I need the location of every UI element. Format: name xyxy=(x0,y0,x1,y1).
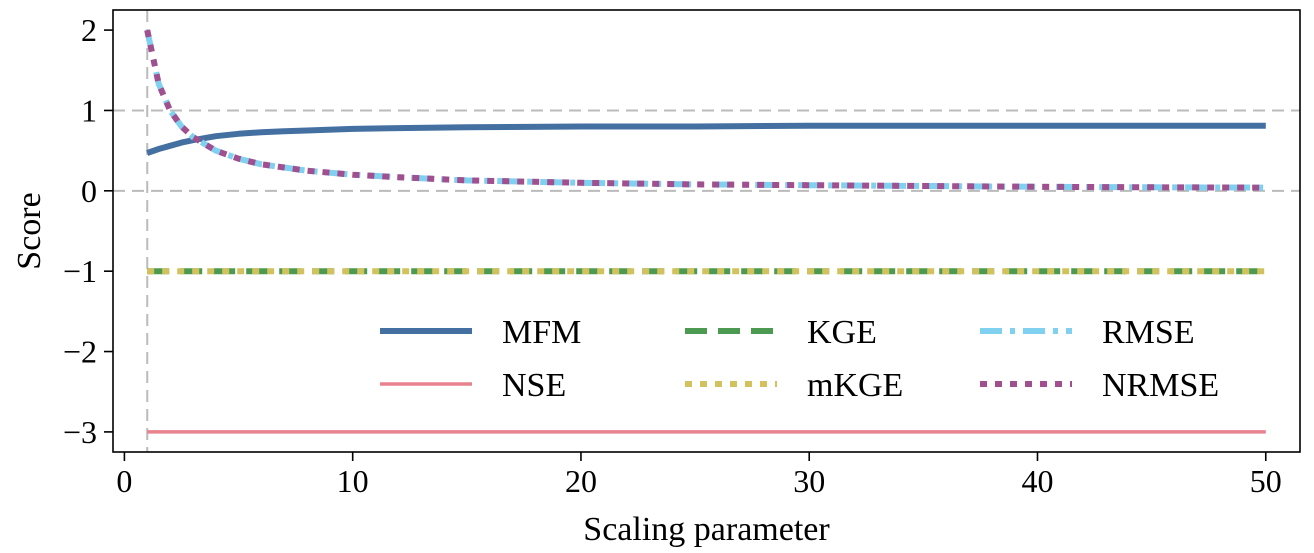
x-tick-label: 40 xyxy=(1021,463,1053,499)
series-line-rmse xyxy=(144,29,1266,191)
plot-frame xyxy=(112,9,1301,453)
series-line-nrmse xyxy=(144,29,1266,191)
reference-lines xyxy=(113,10,1300,452)
y-tick-label: −2 xyxy=(63,334,97,370)
x-tick-label: 30 xyxy=(793,463,825,499)
x-tick-label: 20 xyxy=(565,463,597,499)
x-tick-label: 10 xyxy=(337,463,369,499)
y-tick-label: 0 xyxy=(81,173,97,209)
legend-label-nse: NSE xyxy=(502,367,566,404)
x-tick-label: 50 xyxy=(1250,463,1282,499)
y-tick-label: 2 xyxy=(81,12,97,48)
legend: MFM NSE KGE mKGE RMSE NRMSE xyxy=(380,314,1219,404)
y-tick-label: −1 xyxy=(63,253,97,289)
legend-label-nrmse: NRMSE xyxy=(1102,367,1219,404)
x-axis-label: Scaling parameter xyxy=(583,511,830,548)
legend-label-mfm: MFM xyxy=(502,314,581,351)
legend-label-rmse: RMSE xyxy=(1102,314,1195,351)
y-axis-label: Score xyxy=(11,192,48,269)
legend-label-kge: KGE xyxy=(807,314,877,351)
series-lines xyxy=(144,29,1266,434)
axis-ticks: 0 10 20 30 40 50 −3 −2 −1 0 1 2 xyxy=(63,12,1282,499)
x-tick-label: 0 xyxy=(116,463,132,499)
series-line-mfm xyxy=(146,122,1266,156)
y-tick-label: −3 xyxy=(63,414,97,450)
y-tick-label: 1 xyxy=(81,92,97,128)
legend-label-mkge: mKGE xyxy=(807,367,903,404)
